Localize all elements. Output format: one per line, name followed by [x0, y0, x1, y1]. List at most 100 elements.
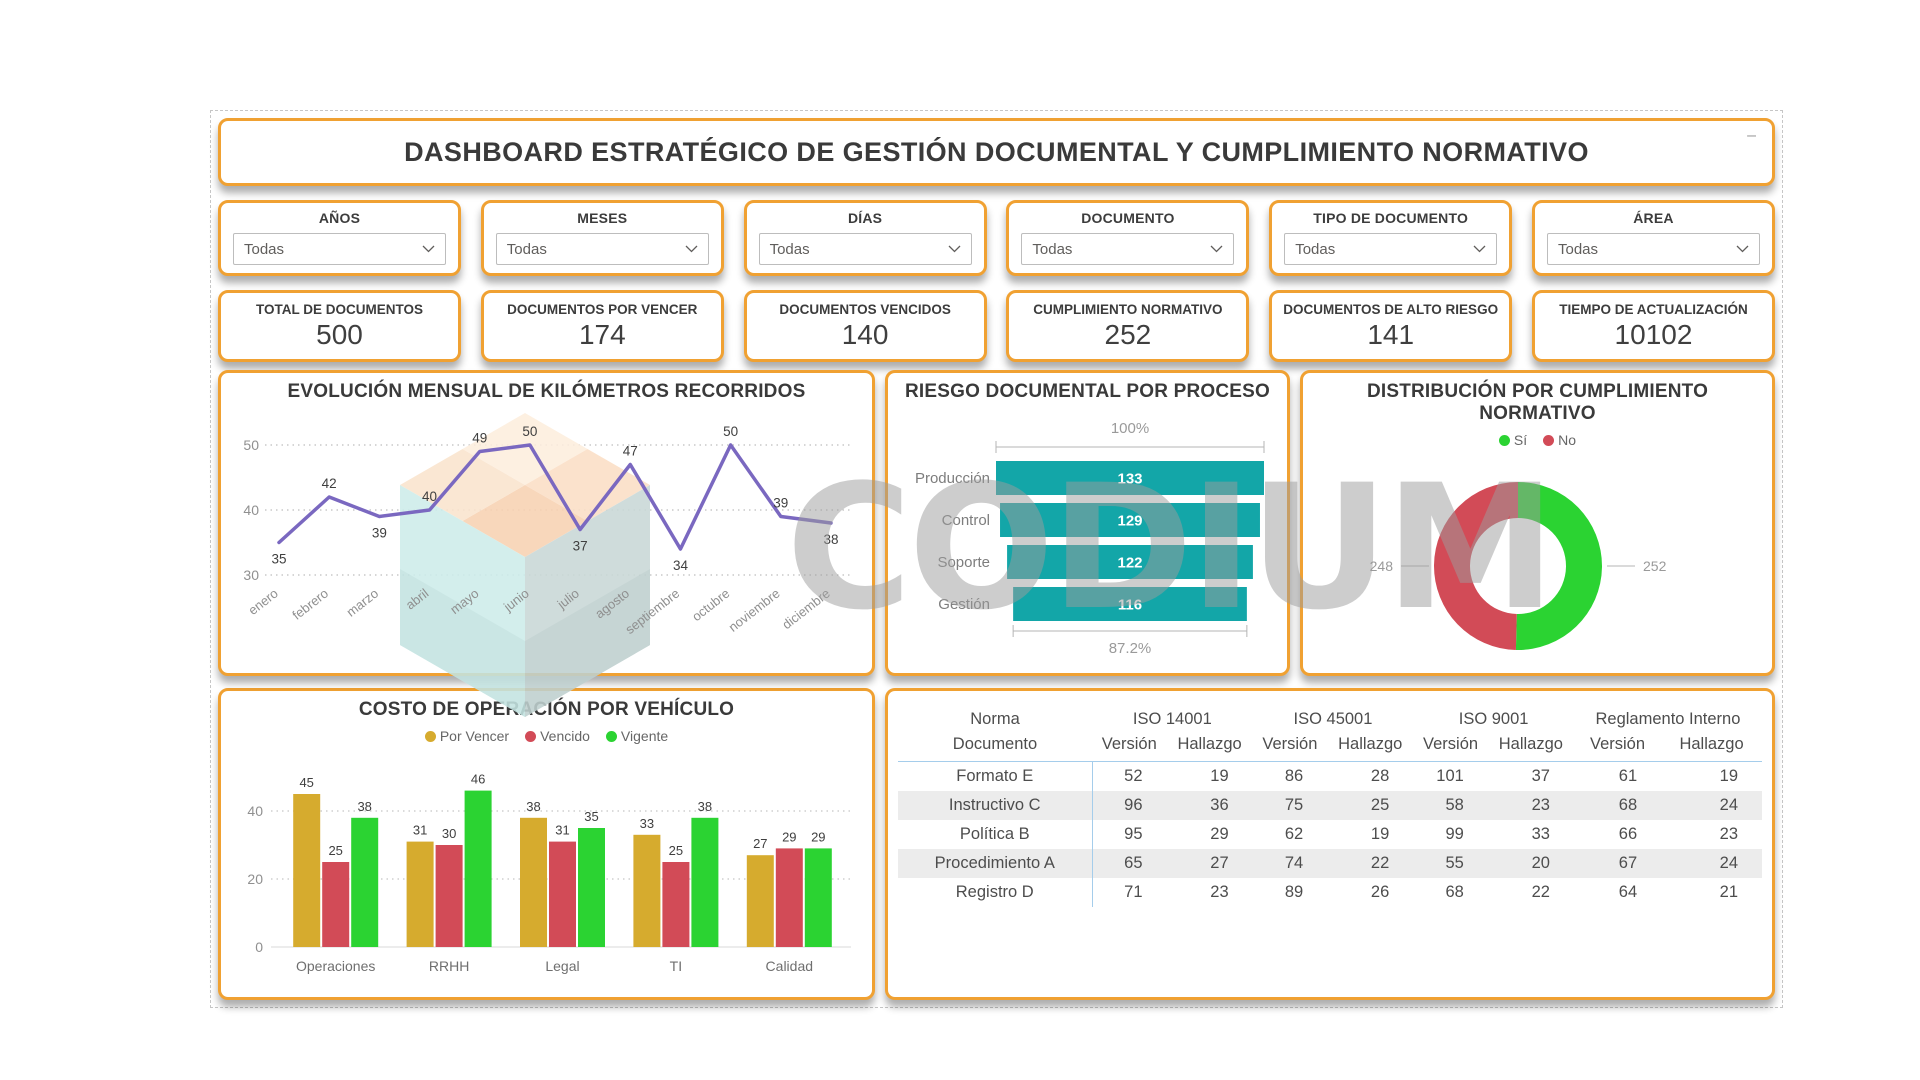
table-row[interactable]: Instructivo C 96 36 75 25 58 23 68 24	[898, 791, 1762, 820]
svg-text:35: 35	[584, 809, 598, 824]
kpi-documentos-vencidos: DOCUMENTOS VENCIDOS 140	[743, 290, 987, 362]
slicer-meses: MESES Todas	[480, 200, 724, 276]
legend-item-vencido[interactable]: Vencido	[525, 728, 590, 744]
legend-label: Vencido	[540, 728, 590, 744]
cell-value: 23	[1210, 883, 1229, 901]
kpi-value: 10102	[1614, 318, 1693, 350]
legend-item-por-vencer[interactable]: Por Vencer	[424, 728, 509, 744]
cell-value: 95	[1124, 825, 1143, 843]
kpi-value: 141	[1367, 318, 1415, 350]
cell-value: 23	[1719, 825, 1738, 843]
codium-cube-logo	[400, 413, 650, 717]
slicer-label: DÍAS	[847, 210, 883, 226]
cell-value: 37	[1531, 767, 1550, 785]
legend-dot-si	[1498, 434, 1510, 446]
svg-text:29: 29	[811, 829, 825, 844]
slicer-dropdown-area[interactable]: Todas	[1546, 233, 1760, 265]
donut-legend: Sí No	[1313, 429, 1762, 451]
bar-legend: Por Vencer Vencido Vigente	[231, 725, 862, 747]
slicer-label: AÑOS	[318, 210, 361, 226]
donut-chart[interactable]: 252 248	[1313, 451, 1762, 685]
kpi-documentos-de-alto-riesgo: DOCUMENTOS DE ALTO RIESGO 141	[1269, 290, 1513, 362]
kpi-value: 174	[578, 318, 626, 350]
cell-value: 33	[1531, 825, 1550, 843]
col-group-header: ISO 45001	[1293, 710, 1373, 728]
legend-dot-vigente	[605, 730, 617, 742]
slicer-dropdown-dias[interactable]: Todas	[758, 233, 972, 265]
svg-text:Operaciones: Operaciones	[296, 958, 375, 974]
svg-text:116: 116	[1118, 597, 1142, 614]
table-row[interactable]: Política B 95 29 62 19 99 33 66 23	[898, 820, 1762, 849]
svg-text:45: 45	[299, 775, 313, 790]
minimize-icon[interactable]: –	[1747, 127, 1756, 144]
legend-item-vigente[interactable]: Vigente	[605, 728, 669, 744]
slicer-documento: DOCUMENTO Todas	[1006, 200, 1250, 276]
col-subheader: Hallazgo	[1487, 732, 1574, 762]
svg-text:39: 39	[372, 526, 387, 541]
filter-row: AÑOS Todas MESES Todas DÍAS Todas	[218, 200, 1775, 276]
svg-text:46: 46	[471, 772, 485, 787]
chevron-down-icon	[948, 245, 961, 253]
funnel-chart[interactable]: 100% 133 Producción 129 Control 122 Soporte 116…	[898, 407, 1277, 669]
legend-item-no[interactable]: No	[1543, 432, 1576, 448]
col-group-header: ISO 14001	[1132, 710, 1212, 728]
svg-text:50: 50	[243, 437, 259, 453]
row-header: Política B	[898, 820, 1093, 849]
svg-text:100%: 100%	[1111, 420, 1149, 437]
slicer-label: ÁREA	[1633, 210, 1674, 226]
cell-value: 28	[1370, 767, 1390, 785]
slicer-dropdown-anos[interactable]: Todas	[233, 233, 446, 265]
svg-text:38: 38	[357, 799, 371, 814]
col-group-header: Reglamento Interno	[1595, 710, 1741, 728]
table-row[interactable]: Formato E 52 19 86 28 101 37 61 19	[898, 761, 1762, 791]
legend-label: No	[1558, 432, 1577, 448]
cell-value: 19	[1370, 825, 1390, 843]
col-subheader: Versión	[1413, 732, 1488, 762]
kpi-value: 500	[316, 318, 363, 350]
kpi-cumplimiento-normativo: CUMPLIMIENTO NORMATIVO 252	[1006, 290, 1250, 362]
col-subheader: Hallazgo	[1327, 732, 1414, 762]
row-header: Instructivo C	[898, 791, 1093, 820]
svg-text:122: 122	[1117, 555, 1142, 572]
table-row[interactable]: Registro D 71 23 89 26 68 22 64 21	[898, 878, 1762, 907]
col-header: Norma	[970, 710, 1020, 728]
svg-text:38: 38	[823, 532, 838, 547]
chevron-down-icon	[1736, 245, 1749, 253]
cell-value: 67	[1618, 854, 1638, 872]
svg-text:29: 29	[782, 829, 796, 844]
chevron-down-icon	[1210, 245, 1223, 253]
slicer-dropdown-tipo-de-documento[interactable]: Todas	[1284, 233, 1498, 265]
svg-text:Legal: Legal	[545, 958, 579, 974]
svg-text:Soporte: Soporte	[937, 554, 990, 571]
report-area: DASHBOARD ESTRATÉGICO DE GESTIÓN DOCUMEN…	[210, 110, 1783, 1008]
svg-text:TI: TI	[670, 958, 682, 974]
donut-chart-title: DISTRIBUCIÓN POR CUMPLIMIENTO NORMATIVO	[1366, 381, 1709, 424]
kpi-label: CUMPLIMIENTO NORMATIVO	[1033, 301, 1223, 317]
cell-value: 62	[1284, 825, 1304, 843]
legend-label: Vigente	[620, 728, 669, 744]
legend-item-si[interactable]: Sí	[1498, 432, 1527, 448]
slicer-label: TIPO DE DOCUMENTO	[1313, 210, 1469, 226]
slicer-value: Todas	[769, 240, 810, 258]
svg-text:248: 248	[1370, 558, 1394, 574]
col-subheader: Hallazgo	[1166, 732, 1253, 762]
slicer-dropdown-meses[interactable]: Todas	[495, 233, 709, 265]
panel-funnel-chart: RIESGO DOCUMENTAL POR PROCESO 100% 133 Pro…	[885, 370, 1290, 676]
svg-text:50: 50	[522, 424, 537, 439]
svg-text:febrero: febrero	[289, 586, 331, 623]
svg-text:38: 38	[526, 799, 540, 814]
cell-value: 25	[1370, 796, 1390, 814]
slicer-dropdown-documento[interactable]: Todas	[1021, 233, 1235, 265]
cell-value: 101	[1436, 767, 1464, 785]
cell-value: 86	[1284, 767, 1304, 785]
svg-text:87.2%: 87.2%	[1109, 640, 1152, 657]
table-row[interactable]: Procedimiento A 65 27 74 22 55 20 67 24	[898, 849, 1762, 878]
bar-chart[interactable]: 0 20 40 45 25 38 Operaciones 31 30 46 RRHH 38 31 35 Le…	[231, 747, 862, 997]
row-header: Procedimiento A	[898, 849, 1093, 878]
cell-value: 55	[1445, 854, 1464, 872]
kpi-documentos-por-vencer: DOCUMENTOS POR VENCER 174	[480, 290, 724, 362]
cell-value: 61	[1618, 767, 1638, 785]
cell-value: 29	[1210, 825, 1229, 843]
